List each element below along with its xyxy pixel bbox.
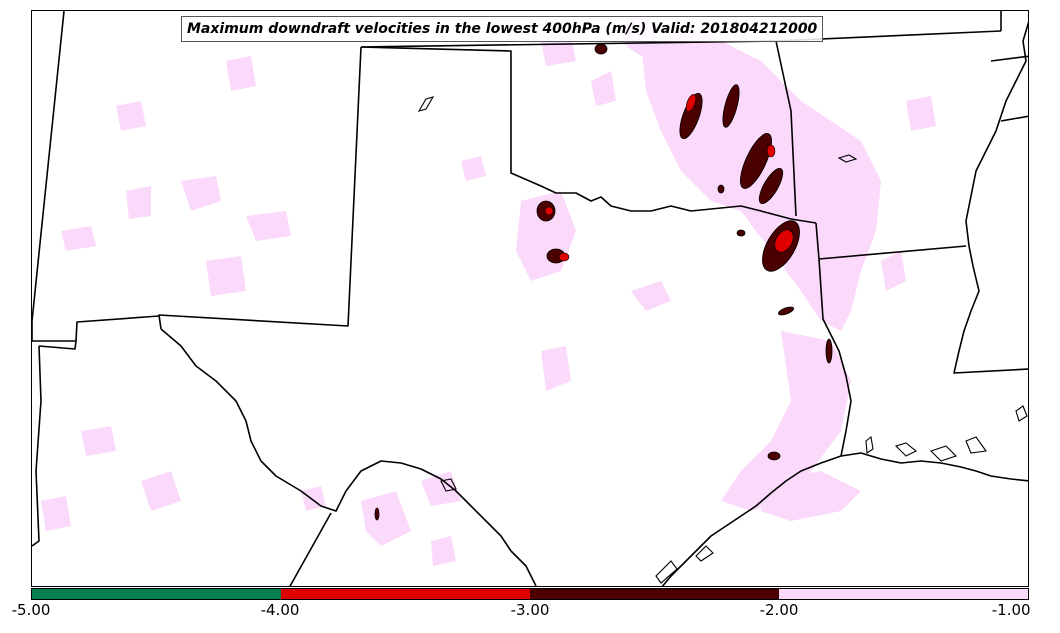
- colorbar: [31, 588, 1029, 600]
- colorbar-bin-3: [530, 589, 779, 599]
- map-canvas: [32, 11, 1028, 586]
- map-panel: [31, 10, 1029, 587]
- map-title: Maximum downdraft velocities in the lowe…: [181, 16, 824, 42]
- colorbar-bin-2: [281, 589, 530, 599]
- coastline-detail: [417, 96, 1028, 584]
- medium-downdraft-cells: [544, 94, 794, 262]
- colorbar-tick-label: -2.00: [759, 601, 799, 619]
- colorbar-tick-label: -5.00: [11, 601, 51, 619]
- colorbar-tick-label: -1.00: [991, 601, 1031, 619]
- colorbar-bin-4: [779, 589, 1028, 599]
- colorbar-tick-label: -4.00: [260, 601, 300, 619]
- colorbar-bin-1: [32, 589, 281, 599]
- colorbar-tick-label: -3.00: [510, 601, 550, 619]
- state-boundaries: [32, 11, 1028, 586]
- light-downdraft-areas: [41, 16, 936, 566]
